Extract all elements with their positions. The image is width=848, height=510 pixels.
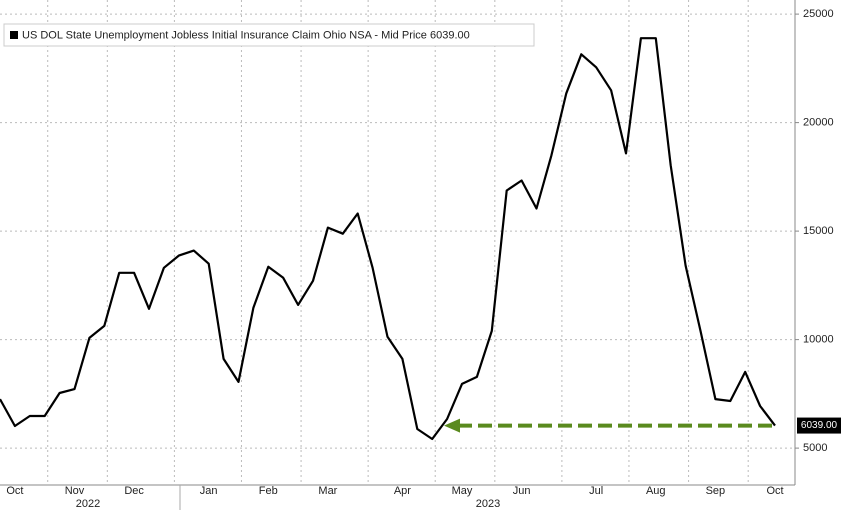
y-tick-label: 20000 <box>803 117 834 129</box>
arrow-head <box>444 418 460 433</box>
x-tick-label: Jun <box>513 485 531 497</box>
x-tick-label: Sep <box>706 485 726 497</box>
x-tick-label: Apr <box>394 485 411 497</box>
annotation-arrow <box>444 418 772 433</box>
plot-area <box>0 0 795 485</box>
last-value-tag <box>797 417 841 434</box>
year-label: 2023 <box>476 498 500 510</box>
legend-swatch <box>10 31 18 39</box>
legend: US DOL State Unemployment Jobless Initia… <box>3 23 535 47</box>
legend-text: US DOL State Unemployment Jobless Initia… <box>22 29 470 41</box>
x-tick-label: Oct <box>6 485 23 497</box>
x-tick-label: May <box>452 485 473 497</box>
year-label: 2022 <box>76 498 100 510</box>
x-tick-label: Feb <box>259 485 278 497</box>
y-tick-label: 15000 <box>803 225 834 237</box>
x-tick-label: Mar <box>318 485 337 497</box>
x-tick-label: Nov <box>65 485 85 497</box>
line-series <box>0 37 776 441</box>
legend-box <box>3 23 535 47</box>
x-tick-label: Jul <box>589 485 603 497</box>
last-value-label: 6039.00 <box>801 420 838 431</box>
x-tick-label: Oct <box>766 485 783 497</box>
x-tick-label: Jan <box>200 485 218 497</box>
x-tick-label: Dec <box>124 485 144 497</box>
y-tick-label: 5000 <box>803 442 827 454</box>
y-tick-label: 25000 <box>803 8 834 20</box>
x-tick-label: Aug <box>646 485 666 497</box>
y-tick-label: 10000 <box>803 334 834 346</box>
